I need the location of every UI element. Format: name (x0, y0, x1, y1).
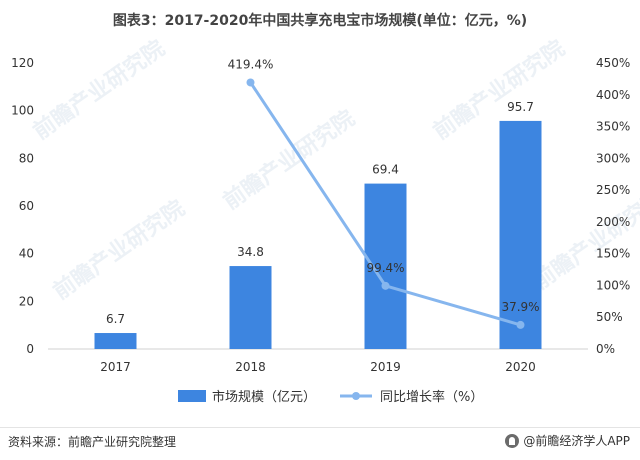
legend-bar-swatch (178, 390, 206, 402)
growth-point (516, 320, 525, 329)
bar-value-label: 6.7 (106, 312, 125, 326)
growth-value-label: 99.4% (366, 261, 404, 275)
chart-title: 图表3：2017-2020年中国共享充电宝市场规模(单位：亿元，%) (112, 13, 528, 29)
growth-value-label: 37.9% (501, 300, 539, 314)
x-tick-label: 2017 (100, 360, 131, 374)
y-left-tick-label: 120 (11, 56, 34, 70)
legend-line-label: 同比增长率（%） (380, 389, 483, 405)
bar-value-label: 69.4 (372, 163, 399, 177)
y-right-tick-label: 0% (596, 342, 615, 356)
brand-credit: @前瞻经济学人APP (505, 432, 630, 449)
legend-line-marker (352, 392, 360, 400)
watermark-text: 前瞻产业研究院 (429, 35, 570, 145)
bar (229, 266, 272, 349)
growth-value-label: 419.4% (228, 57, 274, 71)
y-right-tick-label: 150% (596, 247, 630, 261)
y-right-tick-label: 250% (596, 183, 630, 197)
x-tick-label: 2019 (370, 360, 401, 374)
bar-value-label: 95.7 (507, 100, 534, 114)
brand-text: @前瞻经济学人APP (523, 434, 630, 448)
bar-value-label: 34.8 (237, 245, 264, 259)
bar (499, 120, 542, 349)
y-left-tick-label: 0 (26, 342, 34, 356)
y-left-tick-label: 60 (19, 199, 34, 213)
watermark-text: 前瞻产业研究院 (29, 35, 170, 145)
y-left-tick-label: 100 (11, 104, 34, 118)
brand-logo-icon (505, 433, 520, 448)
y-right-tick-label: 200% (596, 215, 630, 229)
watermark-text: 前瞻产业研究院 (219, 105, 360, 215)
legend-bar-label: 市场规模（亿元） (212, 389, 316, 405)
footer-divider (0, 427, 640, 428)
y-left-tick-label: 40 (19, 247, 34, 261)
y-left-tick-label: 20 (19, 294, 34, 308)
y-right-tick-label: 50% (596, 310, 623, 324)
bar (94, 333, 137, 349)
y-right-tick-label: 450% (596, 56, 630, 70)
growth-point (246, 78, 255, 87)
x-tick-label: 2020 (505, 360, 536, 374)
watermark-text: 前瞻产业研究院 (49, 195, 190, 305)
y-left-tick-label: 80 (19, 151, 34, 165)
growth-point (381, 281, 390, 290)
y-right-tick-label: 350% (596, 120, 630, 134)
y-right-tick-label: 400% (596, 88, 630, 102)
y-right-tick-label: 300% (596, 151, 630, 165)
x-tick-label: 2018 (235, 360, 266, 374)
y-right-tick-label: 100% (596, 278, 630, 292)
source-note: 资料来源：前瞻产业研究院整理 (8, 435, 177, 449)
